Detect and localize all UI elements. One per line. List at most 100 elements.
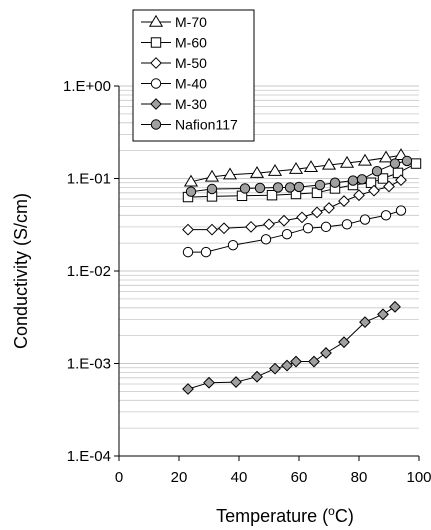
data-point	[296, 211, 308, 224]
legend-entry: Nafion117	[141, 117, 238, 133]
data-point	[218, 222, 230, 235]
legend-entry: M-50	[141, 55, 207, 71]
data-point	[321, 157, 337, 170]
y-tick-label: 1.E-01	[67, 171, 111, 188]
legend-label: M-70	[175, 14, 207, 30]
data-point	[383, 180, 395, 193]
y-tick-label: 1.E-04	[67, 448, 111, 465]
data-point	[389, 158, 401, 169]
x-axis-title: Temperature (oC)	[216, 504, 354, 526]
legend-label: Nafion117	[175, 117, 238, 133]
x-tick-label: 20	[171, 469, 188, 486]
data-point	[206, 183, 218, 195]
data-point	[185, 186, 197, 197]
legend-marker	[150, 119, 162, 130]
data-point	[377, 308, 389, 321]
data-point	[293, 181, 305, 193]
data-point	[389, 300, 401, 313]
data-point	[278, 214, 290, 227]
data-point	[338, 336, 350, 349]
data-point	[357, 153, 373, 166]
data-point	[281, 228, 293, 240]
data-point	[303, 160, 319, 173]
series-m-60	[182, 158, 422, 203]
legend-box	[132, 9, 255, 142]
data-point	[266, 189, 278, 201]
data-point	[338, 195, 350, 207]
data-point	[230, 376, 242, 388]
x-tick-label: 0	[115, 469, 123, 486]
legend-marker	[148, 14, 164, 27]
data-point	[267, 163, 283, 176]
legend-entry: M-40	[141, 76, 207, 92]
data-point	[320, 347, 332, 359]
series-m-70	[183, 148, 409, 187]
data-point	[263, 218, 275, 231]
data-point	[182, 383, 194, 395]
data-point	[365, 177, 377, 188]
data-point	[395, 174, 407, 187]
y-tick-label: 1.E-02	[67, 263, 111, 280]
y-tick-label: 1.E-03	[67, 356, 111, 373]
data-point	[311, 206, 323, 219]
legend-label: M-30	[175, 96, 207, 112]
data-point	[323, 202, 335, 214]
x-tick-label: 100	[406, 469, 431, 486]
data-point	[183, 174, 199, 187]
data-point	[380, 210, 392, 221]
y-tick-label: 1.E+00	[63, 78, 111, 95]
data-point	[200, 246, 212, 258]
legend-label: M-40	[175, 76, 207, 92]
data-point	[401, 155, 413, 167]
data-point	[314, 179, 326, 191]
data-point	[359, 316, 371, 329]
data-point	[410, 158, 422, 169]
x-tick-label: 80	[351, 469, 368, 486]
y-axis-title: Conductivity (S/cm)	[11, 193, 31, 349]
legend-label: M-60	[175, 35, 207, 51]
legend-marker	[150, 37, 162, 48]
tick-labels: 1.E-04 1.E-03 1.E-02 1.E-01 1.E+00 0 20 40 60 80 1…	[63, 78, 431, 486]
series-m-40	[182, 205, 407, 258]
series-nafion117	[185, 155, 413, 197]
data-point	[377, 173, 389, 184]
data-point	[281, 359, 293, 372]
data-point	[290, 355, 302, 368]
data-point	[320, 221, 332, 233]
data-point	[269, 362, 281, 375]
data-point	[249, 166, 265, 178]
axes	[114, 85, 420, 461]
data-point	[371, 165, 383, 177]
data-point	[245, 220, 257, 233]
data-point	[359, 214, 371, 225]
series-m-30	[182, 300, 401, 395]
data-point	[353, 189, 365, 202]
data-point	[251, 370, 263, 383]
legend-entry: M-70	[141, 14, 207, 30]
data-series	[182, 148, 422, 395]
data-point	[272, 182, 284, 193]
data-point	[206, 223, 218, 236]
data-point	[239, 183, 251, 194]
data-point	[260, 234, 272, 245]
data-point	[222, 167, 238, 180]
legend-marker	[150, 78, 162, 89]
data-point	[395, 205, 407, 216]
legend-label: M-50	[175, 55, 207, 71]
legend-entry: M-30	[141, 96, 207, 112]
data-point	[204, 169, 220, 182]
x-tick-label: 60	[291, 469, 308, 486]
legend: M-70 M-60 M-50 M-40 M-30 Nafion117	[132, 9, 255, 142]
data-point	[182, 246, 194, 258]
data-point	[254, 182, 266, 194]
legend-marker	[150, 98, 162, 110]
data-point	[347, 175, 359, 186]
data-point	[308, 355, 320, 368]
data-point	[227, 240, 239, 251]
data-point	[341, 219, 353, 230]
data-point	[339, 155, 355, 168]
series-m-50	[182, 174, 407, 236]
data-point	[182, 223, 194, 236]
data-point	[284, 182, 296, 193]
